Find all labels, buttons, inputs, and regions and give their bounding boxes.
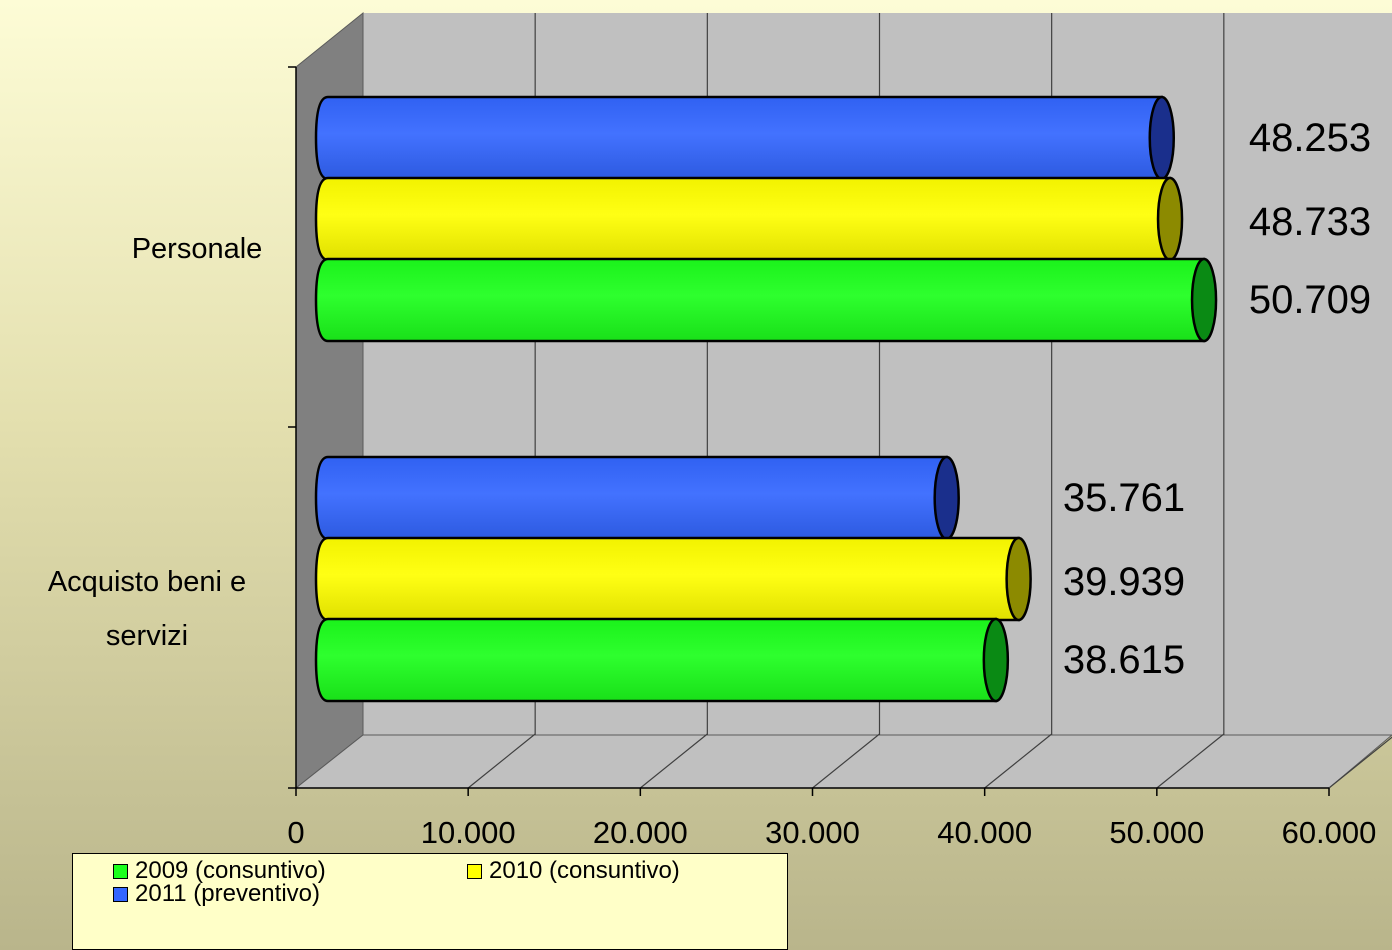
category-label: Acquisto beni e <box>48 566 246 598</box>
legend-item-2011: 2011 (preventivo) <box>113 881 320 907</box>
bar-body <box>314 455 948 541</box>
x-tick-label: 20.000 <box>593 815 688 850</box>
bar-cap <box>1148 95 1176 181</box>
legend-label-2010: 2010 (consuntivo) <box>489 857 680 884</box>
bar <box>314 95 1176 181</box>
bar-cap <box>933 455 960 541</box>
bar-body <box>314 536 1020 622</box>
bar-body <box>314 617 998 703</box>
legend-label-2009: 2009 (consuntivo) <box>135 857 326 884</box>
bar-cap <box>982 617 1010 703</box>
floor <box>294 734 1392 789</box>
data-label: 48.733 <box>1249 200 1371 244</box>
data-label: 35.761 <box>1063 476 1185 520</box>
legend: 2009 (consuntivo) 2010 (consuntivo) 2011… <box>72 853 788 950</box>
bar-cap <box>1156 176 1184 262</box>
category-label: Personale <box>132 233 263 265</box>
data-label: 38.615 <box>1063 638 1185 682</box>
data-label: 50.709 <box>1249 278 1371 322</box>
legend-swatch-2009 <box>113 863 128 879</box>
category-label: servizi <box>106 620 188 652</box>
x-tick-label: 50.000 <box>1109 815 1204 850</box>
bar <box>314 257 1218 343</box>
floor-gridline <box>1156 733 1225 789</box>
floor-gridline <box>639 733 708 789</box>
bar-cap <box>1005 536 1032 622</box>
data-label: 48.253 <box>1249 116 1371 160</box>
legend-swatch-2010 <box>467 863 482 879</box>
floor-gridline <box>1328 736 1392 789</box>
bar-body <box>314 95 1164 181</box>
bar-body <box>314 257 1206 343</box>
bar-cap <box>1190 257 1218 343</box>
floor-gridline <box>467 733 536 789</box>
legend-swatch-2011 <box>113 886 128 902</box>
bar <box>314 536 1032 622</box>
legend-item-2010: 2010 (consuntivo) <box>467 858 680 884</box>
x-tick-label: 10.000 <box>421 815 516 850</box>
x-tick-label: 60.000 <box>1282 815 1377 850</box>
x-tick-label: 40.000 <box>937 815 1032 850</box>
bar <box>314 617 1010 703</box>
bar <box>314 176 1184 262</box>
floor-gridline <box>984 733 1053 789</box>
data-label: 39.939 <box>1063 560 1185 604</box>
legend-label-2011: 2011 (preventivo) <box>135 880 320 907</box>
labels: 0 10.000 20.000 30.000 40.000 50.000 60.000 Per… <box>48 116 1377 850</box>
x-tick-label: 0 <box>287 815 304 850</box>
axes <box>288 66 1330 796</box>
floor-gridline <box>812 733 880 789</box>
bars <box>314 95 1218 703</box>
legend-item-2009: 2009 (consuntivo) <box>113 858 326 884</box>
x-tick-label: 30.000 <box>765 815 860 850</box>
bar-body <box>314 176 1172 262</box>
bar <box>314 455 960 541</box>
